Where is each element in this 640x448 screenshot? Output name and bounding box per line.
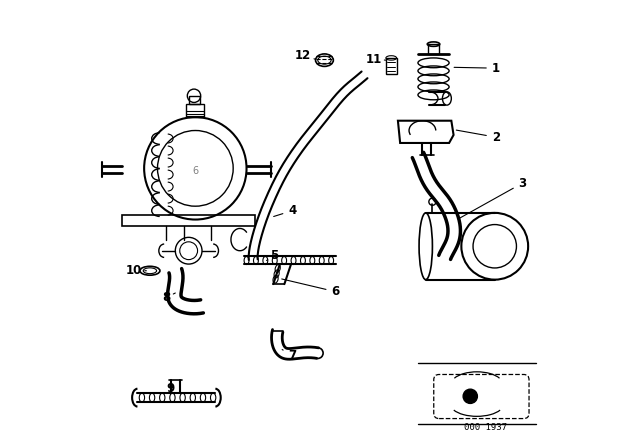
Bar	[186, 104, 204, 117]
Text: 2: 2	[456, 130, 500, 144]
Text: 11: 11	[365, 53, 386, 66]
Bar	[386, 58, 397, 73]
Bar	[189, 96, 200, 104]
Text: 8: 8	[163, 291, 175, 304]
Bar	[122, 215, 255, 226]
Bar	[428, 44, 439, 54]
Text: 6: 6	[192, 166, 198, 176]
Text: 000 1937: 000 1937	[465, 423, 508, 432]
Text: 12: 12	[295, 49, 316, 62]
Text: 9: 9	[167, 382, 175, 395]
Text: 10: 10	[126, 264, 147, 277]
Text: 7: 7	[282, 349, 296, 362]
Circle shape	[463, 389, 477, 404]
Text: 6: 6	[282, 279, 340, 298]
Text: 1: 1	[454, 62, 500, 75]
Text: 3: 3	[460, 177, 527, 218]
Text: 4: 4	[274, 204, 296, 217]
Text: 5: 5	[267, 249, 278, 262]
